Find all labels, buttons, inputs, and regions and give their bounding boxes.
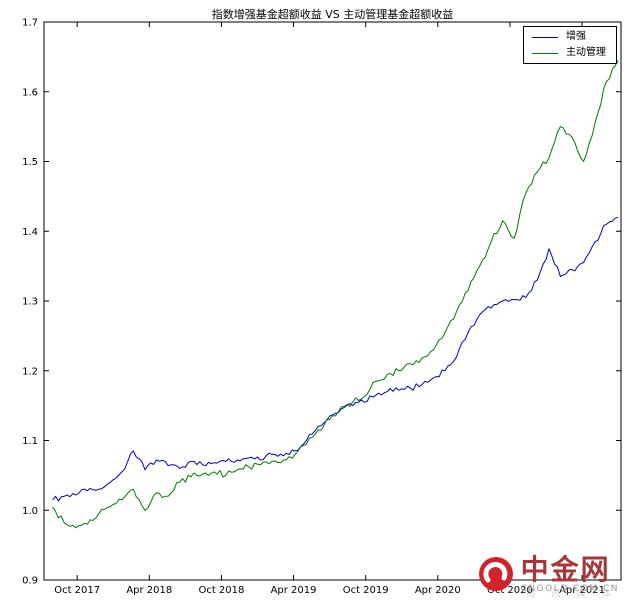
svg-text:Oct 2020: Oct 2020 xyxy=(487,585,533,596)
axis-ticks xyxy=(44,21,621,581)
legend-label: 增强 xyxy=(566,31,586,42)
svg-text:1.1: 1.1 xyxy=(22,436,38,447)
legend-item: 主动管理 xyxy=(532,48,606,58)
watermark-tagline: 资 讯 媒 体 xyxy=(525,589,617,600)
svg-text:1.3: 1.3 xyxy=(22,297,38,308)
legend: 增强 主动管理 xyxy=(523,26,617,64)
svg-text:1.6: 1.6 xyxy=(22,87,38,98)
svg-text:0.9: 0.9 xyxy=(22,576,38,587)
axis-tick-labels: Oct 2017 Apr 2018 Oct 2018 Apr 2019 Oct 2019… xyxy=(22,18,605,597)
svg-text:1.5: 1.5 xyxy=(22,157,38,168)
watermark-domain: CNGOLD.COM.CN xyxy=(520,584,619,594)
svg-text:1.2: 1.2 xyxy=(22,366,38,377)
svg-text:Oct 2017: Oct 2017 xyxy=(54,585,100,596)
chart-title: 指数增强基金超额收益 VS 主动管理基金超额收益 xyxy=(211,8,454,21)
series-line-active xyxy=(52,60,619,529)
svg-text:Apr 2019: Apr 2019 xyxy=(271,585,317,596)
cngold-logo-icon xyxy=(478,557,513,592)
svg-text:1.0: 1.0 xyxy=(22,506,38,517)
legend-line-swatch xyxy=(532,36,558,38)
legend-item: 增强 xyxy=(532,32,606,42)
svg-text:Apr 2020: Apr 2020 xyxy=(415,585,461,596)
svg-text:Oct 2018: Oct 2018 xyxy=(198,585,244,596)
series-line-enhanced xyxy=(52,216,619,502)
legend-label: 主动管理 xyxy=(566,47,606,58)
watermark-brand: 中金网 xyxy=(520,552,611,586)
axes-frame xyxy=(43,21,622,581)
svg-text:Apr 2021: Apr 2021 xyxy=(559,585,605,596)
svg-text:1.7: 1.7 xyxy=(22,18,38,29)
watermark: 中金网 CNGOLD.COM.CN xyxy=(477,552,619,594)
legend-line-swatch xyxy=(532,52,558,54)
svg-text:1.4: 1.4 xyxy=(22,227,38,238)
svg-text:Apr 2018: Apr 2018 xyxy=(126,585,172,596)
svg-text:Oct 2019: Oct 2019 xyxy=(343,585,389,596)
